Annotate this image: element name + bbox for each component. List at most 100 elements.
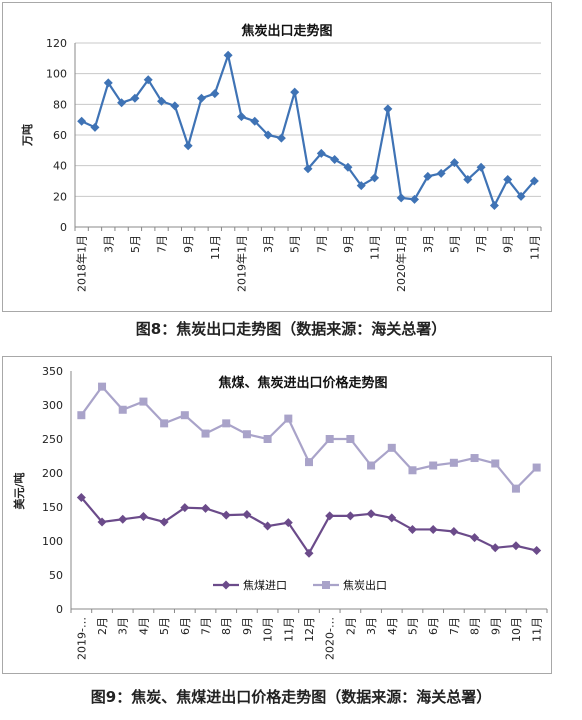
chart-panel-fig9: 焦煤、焦炭进出口价格走势图 0 50 100 150 200 250 300 350 美元/吨 20… [2, 356, 552, 674]
data-point [490, 543, 500, 553]
data-point [370, 173, 380, 183]
x-tick-label: 7月 [156, 235, 169, 253]
data-point [250, 116, 260, 126]
y-tick-label: 0 [56, 603, 63, 616]
data-point [97, 517, 107, 527]
data-point [242, 509, 252, 519]
y-tick-label: 0 [60, 221, 67, 234]
y-tick-label: 20 [53, 190, 67, 203]
x-tick-label: 10月 [510, 617, 523, 642]
data-point [387, 513, 397, 523]
chart-title: 焦煤、焦炭进出口价格走势图 [217, 375, 387, 391]
x-tick-label: 7月 [315, 235, 328, 253]
data-point [117, 98, 127, 108]
chart-panel-fig8: 焦炭出口走势图 0 20 40 60 80 100 120 万吨 2018年1月 3月 5月 7月 9月 1… [2, 2, 552, 312]
y-tick-label: 250 [42, 433, 63, 446]
data-point [242, 430, 251, 439]
data-point [283, 518, 293, 528]
data-point [366, 509, 376, 519]
data-point [345, 511, 355, 521]
data-point [263, 521, 273, 531]
data-point [423, 171, 433, 181]
data-point [407, 524, 417, 534]
x-tick-label: 11月 [528, 235, 541, 260]
x-tick-label: 2月 [344, 617, 357, 635]
x-tick-label: 9月 [502, 235, 515, 253]
data-point [316, 148, 326, 158]
legend-marker [322, 581, 330, 589]
legend-label: 焦炭出口 [343, 578, 387, 592]
x-tick-label: 9月 [241, 617, 254, 635]
data-point [449, 526, 459, 536]
data-point [529, 176, 539, 186]
x-tick-label: 5月 [289, 235, 302, 253]
data-point [130, 93, 140, 103]
x-tick-label: 10月 [262, 617, 275, 642]
data-point [449, 458, 458, 467]
x-tick-label: 7月 [200, 617, 213, 635]
data-point [223, 50, 233, 60]
data-point [489, 201, 499, 211]
x-tick-label: 11月 [282, 617, 295, 642]
data-point [304, 548, 314, 558]
data-point [387, 443, 396, 452]
data-point [103, 78, 113, 88]
legend-label: 焦煤进口 [243, 579, 287, 592]
y-tick-label: 100 [46, 68, 67, 81]
data-point [143, 75, 153, 85]
y-axis-label: 美元/吨 [12, 472, 26, 509]
x-tick-label: 6月 [427, 617, 440, 635]
x-tick-label: 2019年1月 [234, 235, 248, 292]
data-point [305, 458, 313, 467]
y-tick-label: 100 [42, 535, 63, 548]
data-point [463, 174, 473, 184]
series-line [80, 496, 537, 556]
x-tick-label: 11月 [369, 235, 382, 260]
x-tick-label: 5月 [158, 617, 171, 635]
data-point [236, 112, 246, 122]
figure-9-caption: 图9：焦炭、焦煤进出口价格走势图（数据来源：海关总署） [90, 688, 492, 706]
data-point [532, 546, 542, 556]
chart-title: 焦炭出口走势图 [240, 23, 332, 39]
data-point [263, 435, 272, 443]
data-point [90, 122, 100, 132]
x-tick-label: 9月 [489, 617, 502, 635]
data-point [221, 510, 231, 520]
y-tick-label: 80 [53, 98, 67, 111]
x-tick-label: 11月 [531, 617, 544, 642]
data-point [138, 512, 148, 522]
data-point [98, 382, 107, 391]
x-tick-label: 8月 [220, 617, 233, 635]
data-point [325, 435, 334, 443]
data-point [263, 130, 273, 140]
x-tick-label: 3月 [422, 235, 435, 253]
x-tick-label: 3月 [365, 617, 378, 635]
data-point [303, 164, 313, 174]
data-point [160, 419, 169, 428]
data-point [346, 435, 355, 443]
figure-8-caption: 图8：焦炭出口走势图（数据来源：海关总署） [135, 320, 447, 338]
y-tick-label: 350 [42, 365, 63, 378]
data-point [367, 461, 376, 470]
x-tick-label: 3月 [117, 617, 130, 635]
data-point [170, 101, 180, 111]
data-point [201, 429, 210, 438]
data-point [183, 141, 193, 151]
data-point [180, 503, 190, 513]
data-point [222, 419, 231, 428]
data-point [516, 191, 526, 201]
price-trend-chart: 焦煤、焦炭进出口价格走势图 0 50 100 150 200 250 300 350 美元/吨 20… [12, 365, 548, 660]
x-tick-label: 7月 [475, 235, 488, 253]
legend-marker [221, 580, 231, 590]
data-point [118, 514, 128, 524]
data-point [476, 162, 486, 172]
data-point [77, 411, 86, 420]
data-point [470, 533, 480, 543]
data-point [428, 524, 438, 534]
data-point [157, 96, 167, 106]
data-point [449, 158, 459, 168]
data-point [210, 89, 220, 99]
x-tick-label: 3月 [262, 235, 275, 253]
data-point [77, 116, 87, 126]
x-tick-label: 4月 [137, 617, 150, 635]
